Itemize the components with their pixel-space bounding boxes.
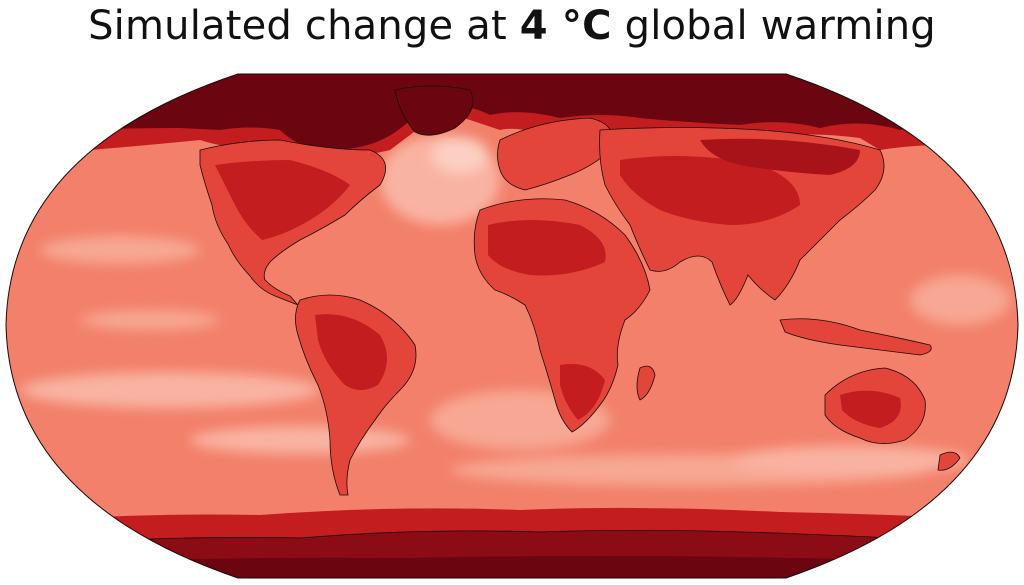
siberia-core: [700, 138, 860, 175]
europe: [497, 117, 613, 191]
south-america-core: [315, 314, 388, 390]
north-america-interior: [215, 160, 350, 240]
title-prefix: Simulated change at: [88, 3, 520, 49]
title-suffix: global warming: [611, 3, 936, 49]
antarctica-deep: [6, 556, 1018, 578]
southern-africa-core: [560, 364, 605, 420]
map-border: [5, 73, 1019, 579]
greenland: [394, 85, 474, 136]
map-title: Simulated change at 4 °C global warming: [0, 0, 1024, 60]
title-emphasis: 4 °C: [519, 3, 612, 49]
australia-core: [840, 390, 901, 428]
map-globe: [6, 74, 1018, 578]
sahara-core: [488, 220, 606, 276]
madagascar: [636, 365, 656, 401]
arctic-deep: [6, 74, 1018, 150]
ocean-bands: [20, 135, 1010, 486]
indonesia: [779, 318, 932, 356]
central-asia-core: [620, 156, 800, 225]
new-zealand: [937, 451, 961, 471]
